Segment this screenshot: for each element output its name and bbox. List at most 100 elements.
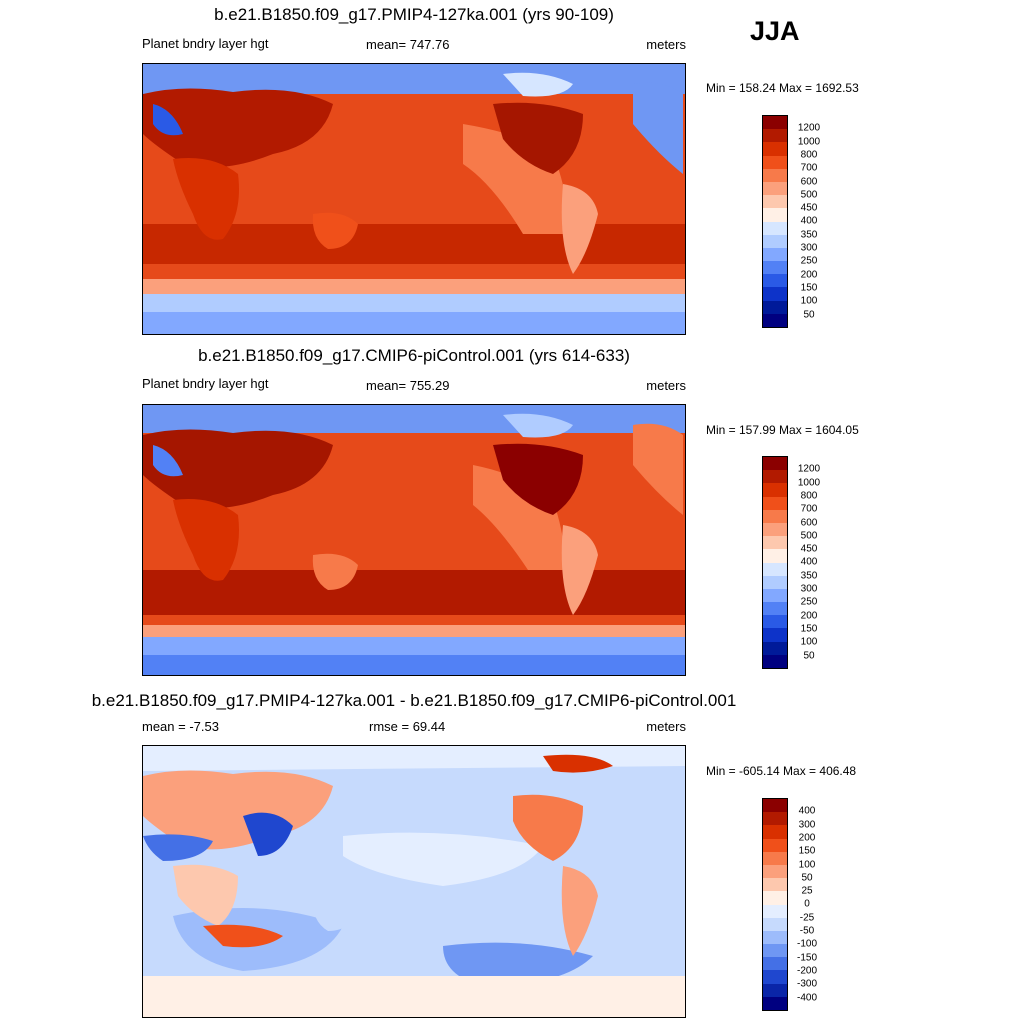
colorbar-swatch	[763, 496, 787, 510]
colorbar-label: 800	[800, 149, 818, 161]
colorbar-swatch	[763, 838, 787, 852]
colorbar-label: 150	[800, 623, 818, 635]
colorbar-label: 1000	[797, 477, 821, 489]
mean-label: mean= 755.29	[366, 378, 450, 393]
colorbar-swatch	[763, 247, 787, 262]
min-max-label: Min = 157.99 Max = 1604.05	[706, 423, 859, 437]
colorbar-label: 25	[801, 885, 813, 897]
colorbar-label: 300	[800, 583, 818, 595]
units-label: meters	[646, 37, 686, 52]
southern-high-band	[143, 570, 685, 615]
units-label: meters	[646, 719, 686, 734]
colorbar-label: 350	[800, 229, 818, 241]
eurasia-land	[143, 88, 333, 168]
arctic-band	[143, 405, 685, 433]
north-america-land	[493, 443, 583, 515]
colorbar-label: 400	[800, 556, 818, 568]
colorbar-swatch	[763, 799, 787, 813]
colorbar-label: 100	[800, 636, 818, 648]
panel-title: b.e21.B1850.f09_g17.PMIP4-127ka.001 - b.…	[91, 691, 737, 710]
antarctic-core	[143, 312, 685, 334]
colorbar-difference	[762, 798, 788, 1011]
colorbar-label: -100	[796, 938, 818, 950]
colorbar-swatch	[763, 116, 787, 130]
colorbar-picontrol	[762, 456, 788, 669]
map-picontrol	[142, 404, 686, 676]
colorbar-label: -50	[799, 925, 815, 937]
map-difference	[142, 745, 686, 1018]
colorbar-label: 200	[800, 269, 818, 281]
eurasia-land	[143, 429, 333, 509]
colorbar-label: 100	[798, 859, 816, 870]
colorbar-label: 350	[800, 570, 818, 582]
colorbar-label: 400	[798, 805, 816, 817]
colorbar-label: 250	[800, 596, 818, 608]
panel-title: b.e21.B1850.f09_g17.PMIP4-127ka.001 (yrs…	[214, 5, 614, 24]
colorbar-swatch	[763, 208, 787, 222]
colorbar-label: 500	[800, 530, 818, 542]
southern-cool-2	[443, 942, 593, 986]
colorbar-swatch	[763, 457, 787, 471]
mean-label: mean= 747.76	[366, 37, 450, 52]
colorbar-swatch	[763, 904, 787, 918]
colorbar-swatch	[763, 641, 787, 655]
colorbar-label: 100	[800, 295, 818, 307]
colorbar-swatch	[763, 825, 787, 839]
min-max-label: Min = -605.14 Max = 406.48	[706, 764, 857, 778]
colorbar-swatch	[763, 864, 787, 879]
colorbar-swatch	[763, 575, 787, 589]
colorbar-label: -150	[796, 952, 818, 964]
colorbar-swatch	[763, 536, 787, 550]
colorbar-label: 450	[800, 202, 818, 214]
colorbar-label: 300	[800, 242, 818, 254]
arctic-land	[503, 413, 573, 438]
south-america-land	[561, 184, 598, 274]
antarctic-band	[143, 976, 685, 1017]
colorbar-swatch	[763, 851, 787, 865]
colorbar-swatch	[763, 615, 787, 629]
africa-land	[173, 158, 239, 240]
south-america-land	[561, 866, 598, 956]
colorbar-swatch	[763, 470, 787, 484]
greenland-warm-anomaly	[543, 754, 613, 773]
season-label: JJA	[750, 16, 800, 46]
min-max-label: Min = 158.24 Max = 1692.53	[706, 81, 859, 95]
colorbar-label: 800	[800, 490, 818, 502]
colorbar-swatch	[763, 274, 787, 288]
colorbar-label: 200	[798, 832, 816, 844]
southern-transition-band	[143, 625, 685, 637]
panel-title: b.e21.B1850.f09_g17.CMIP6-piControl.001 …	[198, 346, 630, 365]
colorbar-label: 50	[801, 872, 813, 884]
colorbar-label: -400	[796, 992, 818, 1003]
colorbar-swatch	[763, 129, 787, 143]
colorbar-swatch	[763, 930, 787, 945]
colorbar-swatch	[763, 917, 787, 931]
arctic-band	[143, 64, 685, 94]
colorbar-label: 700	[800, 162, 818, 174]
colorbar-swatch	[763, 221, 787, 235]
colorbar-swatch	[763, 983, 787, 997]
africa-land	[173, 499, 239, 581]
atlantic-cool	[633, 82, 683, 174]
pacific-cool-tongue	[473, 465, 565, 570]
sahel-cool-anomaly	[143, 834, 213, 861]
colorbar-label: -200	[796, 965, 818, 977]
colorbar-label: 150	[800, 282, 818, 294]
colorbar-swatch	[763, 549, 787, 563]
colorbar-swatch	[763, 142, 787, 156]
north-sea-cool	[153, 445, 183, 477]
colorbar-label: 1200	[797, 463, 821, 475]
colorbar-swatch	[763, 234, 787, 248]
colorbar-label: 1200	[797, 122, 821, 134]
colorbar-swatch	[763, 970, 787, 984]
colorbar-swatch	[763, 195, 787, 209]
mean-label: mean = -7.53	[142, 719, 219, 734]
colorbar-swatch	[763, 168, 787, 182]
colorbar-label: 450	[800, 543, 818, 555]
colorbar-swatch	[763, 313, 787, 327]
colorbar-swatch	[763, 812, 787, 826]
colorbar-swatch	[763, 628, 787, 642]
colorbar-swatch	[763, 891, 787, 905]
colorbar-swatch	[763, 654, 787, 668]
colorbar-label: 300	[798, 819, 816, 831]
